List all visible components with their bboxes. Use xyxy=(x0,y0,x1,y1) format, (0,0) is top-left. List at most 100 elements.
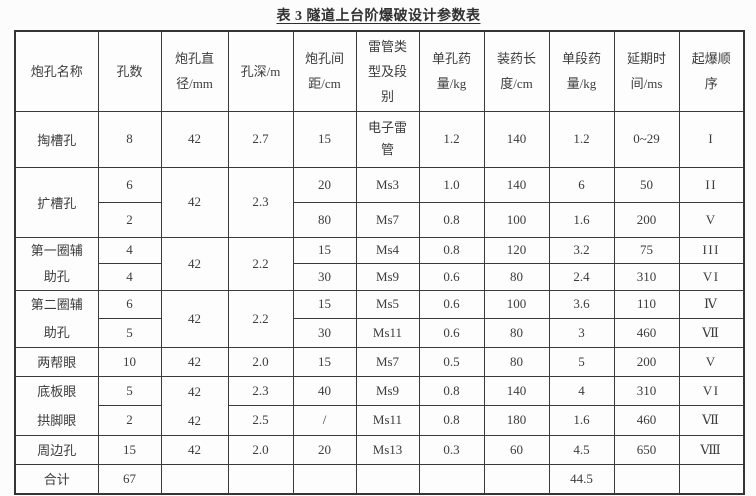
cell-len: 80 xyxy=(483,318,550,348)
row-aux-ring2-1: 第二圈辅 助孔 6 42 2.2 15 Ms5 0.6 100 3.6 110 Ⅳ xyxy=(14,289,745,348)
cell-empty xyxy=(613,463,680,495)
cell-spacing: 20 xyxy=(292,166,357,203)
cell-depth: 2.2 xyxy=(227,289,294,348)
cell-seg: 3 xyxy=(548,318,615,348)
cell-detonator: Ms4 xyxy=(355,236,420,264)
cell-charge: 0.6 xyxy=(418,263,485,291)
cell-order: II xyxy=(678,166,745,203)
cell-len: 140 xyxy=(483,110,550,168)
cell-charge: 0.6 xyxy=(418,289,485,319)
cell-dia: 42 xyxy=(160,236,229,291)
cell-delay: 75 xyxy=(613,236,680,264)
cell-detonator: 电子雷管 xyxy=(355,110,420,168)
cell-len: 60 xyxy=(483,434,550,465)
cell-seg: 4 xyxy=(548,375,615,406)
cell-count: 2 xyxy=(97,201,162,238)
cell-len: 80 xyxy=(483,346,550,377)
cell-seg: 1.6 xyxy=(548,405,615,436)
col-header-hole-count: 孔数 xyxy=(97,30,162,112)
cell-delay: 460 xyxy=(613,405,680,436)
cell-order: Ⅳ xyxy=(678,289,745,319)
cell-name: 合计 xyxy=(14,463,99,495)
cell-name: 两帮眼 xyxy=(14,346,99,377)
cell-count: 67 xyxy=(97,463,162,495)
cell-delay: 310 xyxy=(613,263,680,291)
cell-count: 4 xyxy=(97,236,162,264)
cell-detonator: Ms11 xyxy=(355,318,420,348)
col-header-diameter: 炮孔直 径/mm xyxy=(160,30,229,112)
cell-seg: 4.5 xyxy=(548,434,615,465)
cell-spacing: 15 xyxy=(292,236,357,264)
cell-spacing: 30 xyxy=(292,318,357,348)
cell-depth: 2.2 xyxy=(227,236,294,291)
cell-seg: 3.6 xyxy=(548,289,615,319)
cell-spacing: 15 xyxy=(292,110,357,168)
cell-detonator: Ms7 xyxy=(355,346,420,377)
cell-dia: 42 xyxy=(160,346,229,377)
cell-seg: 5 xyxy=(548,346,615,377)
cell-name: 周边孔 xyxy=(14,434,99,465)
cell-len: 140 xyxy=(483,375,550,406)
cell-charge: 0.8 xyxy=(418,405,485,436)
cell-delay: 200 xyxy=(613,201,680,238)
cell-charge: 0.8 xyxy=(418,201,485,238)
col-header-charge-length: 装药长 度/cm xyxy=(483,30,550,112)
cell-depth: 2.3 xyxy=(227,375,294,406)
cell-order: VI xyxy=(678,263,745,291)
cell-empty xyxy=(418,463,485,495)
cell-dia: 42 42 xyxy=(160,375,229,436)
cell-order: Ⅷ xyxy=(678,434,745,465)
cell-order: III xyxy=(678,236,745,264)
cell-count: 15 xyxy=(97,434,162,465)
cell-len: 80 xyxy=(483,263,550,291)
cell-spacing: 15 xyxy=(292,346,357,377)
cell-delay: 310 xyxy=(613,375,680,406)
cell-delay: 0~29 xyxy=(613,110,680,168)
row-aux-ring1-2: 4 30 Ms9 0.6 80 2.4 310 VI xyxy=(15,263,745,291)
cell-detonator: Ms13 xyxy=(355,434,420,465)
cell-dia: 42 xyxy=(160,166,229,238)
cell-delay: 200 xyxy=(613,346,680,377)
cell-delay: 650 xyxy=(613,434,680,465)
row-total: 合计 67 44.5 xyxy=(14,463,745,495)
cell-seg: 1.2 xyxy=(548,110,615,168)
cell-count: 10 xyxy=(97,346,162,377)
table-caption: 表 3 隧道上台阶爆破设计参数表 xyxy=(276,9,481,24)
cell-seg: 44.5 xyxy=(548,463,615,495)
cell-detonator: Ms9 xyxy=(355,263,420,291)
cell-depth: 2.3 xyxy=(227,166,294,238)
cell-detonator: Ms7 xyxy=(355,201,420,238)
row-enlarge-holes-1: 扩槽孔 6 42 2.3 20 Ms3 1.0 140 6 50 II xyxy=(14,166,745,238)
cell-charge: 1.0 xyxy=(418,166,485,203)
cell-count: 5 xyxy=(97,375,162,406)
cell-count: 8 xyxy=(97,110,162,168)
cell-spacing: 15 xyxy=(292,289,357,319)
cell-name: 第一圈辅 助孔 xyxy=(14,236,99,291)
cell-seg: 2.4 xyxy=(548,263,615,291)
cell-empty xyxy=(292,463,357,495)
row-floor-holes: 底板眼 拱脚眼 5 42 42 2.3 40 Ms9 0.8 140 4 310 V… xyxy=(14,375,745,436)
cell-delay: 460 xyxy=(613,318,680,348)
col-header-charge-per-hole: 单孔药 量/kg xyxy=(418,30,485,112)
cell-order: V xyxy=(678,346,745,377)
cell-len: 180 xyxy=(483,405,550,436)
cell-count: 6 xyxy=(97,166,162,203)
cell-empty xyxy=(483,463,550,495)
cell-charge: 0.3 xyxy=(418,434,485,465)
cell-detonator: Ms9 xyxy=(355,375,420,406)
cell-spacing: 40 xyxy=(292,375,357,406)
cell-count: 5 xyxy=(97,318,162,348)
cell-count: 2 xyxy=(97,405,162,436)
cell-charge: 0.8 xyxy=(418,236,485,264)
cell-name: 扩槽孔 xyxy=(14,166,99,238)
cell-count: 4 xyxy=(97,263,162,291)
cell-delay: 50 xyxy=(613,166,680,203)
cell-seg: 6 xyxy=(548,166,615,203)
row-side-holes: 两帮眼 10 42 2.0 15 Ms7 0.5 80 5 200 V xyxy=(14,346,745,377)
cell-order: Ⅶ xyxy=(678,318,745,348)
cell-spacing: 30 xyxy=(292,263,357,291)
cell-dia: 42 xyxy=(160,289,229,348)
row-aux-ring1-1: 第一圈辅 助孔 4 42 2.2 15 Ms4 0.8 120 3.2 75 II… xyxy=(14,236,745,291)
cell-depth: 2.5 xyxy=(227,405,294,436)
cell-dia: 42 xyxy=(160,110,229,168)
